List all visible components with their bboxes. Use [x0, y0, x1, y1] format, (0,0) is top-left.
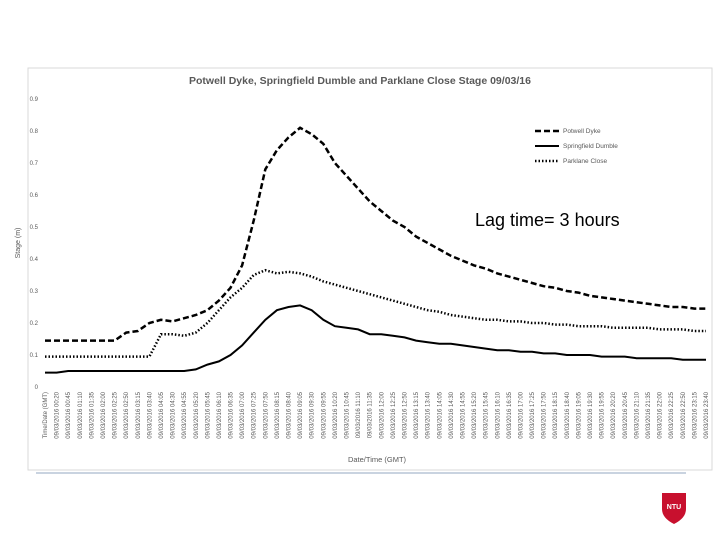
x-tick-label: 09/03/2016 17:25: [530, 391, 536, 438]
x-tick-label: 09/03/2016 11:35: [368, 391, 374, 438]
x-tick-label: 09/03/2016 11:10: [356, 391, 362, 438]
x-tick-label: 09/03/2016 12:00: [379, 391, 385, 438]
y-tick-label: 0: [35, 385, 39, 391]
x-tick-label: 09/03/2016 07:50: [263, 391, 269, 438]
x-tick-label: 09/03/2016 16:35: [507, 391, 513, 438]
logo: NTU: [662, 493, 686, 524]
x-tick-label: 09/03/2016 12:50: [402, 391, 408, 438]
series-line: [45, 304, 706, 374]
x-tick-label: 09/03/2016 14:55: [460, 391, 466, 438]
y-tick-label: 0.8: [30, 129, 39, 135]
x-tick-label: 09/03/2016 07:00: [240, 391, 246, 438]
logo-shield: [662, 493, 686, 524]
y-tick-label: 0.1: [30, 353, 39, 359]
y-tick-label: 0.4: [30, 257, 39, 263]
x-tick-label: Time/Date (GMT): [43, 392, 49, 438]
x-tick-label: 09/03/2016 17:50: [542, 391, 548, 438]
x-tick-label: 09/03/2016 18:15: [553, 391, 559, 438]
x-axis-label: Date/Time (GMT): [348, 455, 407, 464]
series-line: [45, 126, 706, 342]
x-tick-label: 09/03/2016 20:45: [623, 391, 629, 438]
x-tick-label: 09/03/2016 02:25: [113, 391, 119, 438]
x-tick-label: 09/03/2016 07:25: [252, 391, 258, 438]
x-tick-label: 09/03/2016 02:50: [124, 391, 130, 438]
x-tick-label: 09/03/2016 13:40: [426, 391, 432, 438]
y-tick-label: 0.7: [30, 161, 39, 167]
y-axis-label: Stage (m): [15, 228, 22, 259]
y-tick-label: 0.5: [30, 225, 39, 231]
x-tick-label: 09/03/2016 10:45: [345, 391, 351, 438]
legend-label: Springfield Dumble: [563, 143, 618, 150]
x-tick-label: 09/03/2016 21:10: [634, 391, 640, 438]
y-tick-label: 0.6: [30, 193, 39, 199]
x-tick-label: 09/03/2016 02:00: [101, 391, 107, 438]
x-tick-label: 09/03/2016 09:30: [310, 391, 316, 438]
x-tick-label: 09/03/2016 00:45: [66, 391, 72, 438]
x-tick-label: 09/03/2016 01:35: [89, 391, 95, 438]
x-tick-label: 09/03/2016 06:35: [229, 391, 235, 438]
x-tick-label: 09/03/2016 00:20: [55, 391, 61, 438]
x-tick-label: 09/03/2016 20:20: [611, 391, 617, 438]
x-tick-label: 09/03/2016 03:40: [147, 391, 153, 438]
x-tick-label: 09/03/2016 04:05: [159, 391, 165, 438]
x-tick-label: 09/03/2016 18:40: [565, 391, 571, 438]
legend-label: Potwell Dyke: [563, 128, 601, 135]
x-tick-label: 09/03/2016 10:20: [333, 391, 339, 438]
x-tick-label: 09/03/2016 15:20: [472, 391, 478, 438]
x-tick-label: 09/03/2016 08:15: [275, 391, 281, 438]
x-tick-label: 09/03/2016 04:30: [171, 391, 177, 438]
x-tick-label: 09/03/2016 09:55: [321, 391, 327, 438]
x-tick-label: 09/03/2016 23:15: [692, 391, 698, 438]
x-tick-label: 09/03/2016 14:05: [437, 391, 443, 438]
x-tick-label: 09/03/2016 19:55: [600, 391, 606, 438]
legend-label: Parklane Close: [563, 158, 607, 165]
x-tick-label: 09/03/2016 06:10: [217, 391, 223, 438]
x-tick-label: 09/03/2016 17:00: [518, 391, 524, 438]
x-tick-label: 09/03/2016 05:45: [205, 391, 211, 438]
x-tick-label: 09/03/2016 22:50: [681, 391, 687, 438]
x-tick-label: 09/03/2016 16:10: [495, 391, 501, 438]
y-tick-label: 0.9: [30, 97, 39, 103]
x-tick-label: 09/03/2016 05:20: [194, 391, 200, 438]
logo-text: NTU: [667, 504, 681, 511]
x-tick-label: 09/03/2016 21:35: [646, 391, 652, 438]
x-tick-label: 09/03/2016 22:00: [658, 391, 664, 438]
x-tick-label: 09/03/2016 14:30: [449, 391, 455, 438]
x-tick-label: 09/03/2016 04:55: [182, 391, 188, 438]
x-tick-label: 09/03/2016 08:40: [287, 391, 293, 438]
x-tick-label: 09/03/2016 09:05: [298, 391, 304, 438]
x-tick-label: 09/03/2016 13:15: [414, 391, 420, 438]
y-tick-label: 0.2: [30, 321, 39, 327]
x-tick-label: 09/03/2016 19:30: [588, 391, 594, 438]
x-tick-label: 09/03/2016 12:25: [391, 391, 397, 438]
chart-title: Potwell Dyke, Springfield Dumble and Par…: [189, 75, 531, 87]
x-tick-label: 09/03/2016 15:45: [484, 391, 490, 438]
chart-frame: [27, 67, 713, 471]
x-tick-label: 09/03/2016 23:40: [704, 391, 710, 438]
x-tick-label: 09/03/2016 19:05: [576, 391, 582, 438]
annotation: Lag time= 3 hours: [475, 210, 620, 230]
x-tick-label: 09/03/2016 22:25: [669, 391, 675, 438]
y-tick-label: 0.3: [30, 289, 39, 295]
x-tick-label: 09/03/2016 01:10: [78, 391, 84, 438]
x-tick-label: 09/03/2016 03:15: [136, 391, 142, 438]
